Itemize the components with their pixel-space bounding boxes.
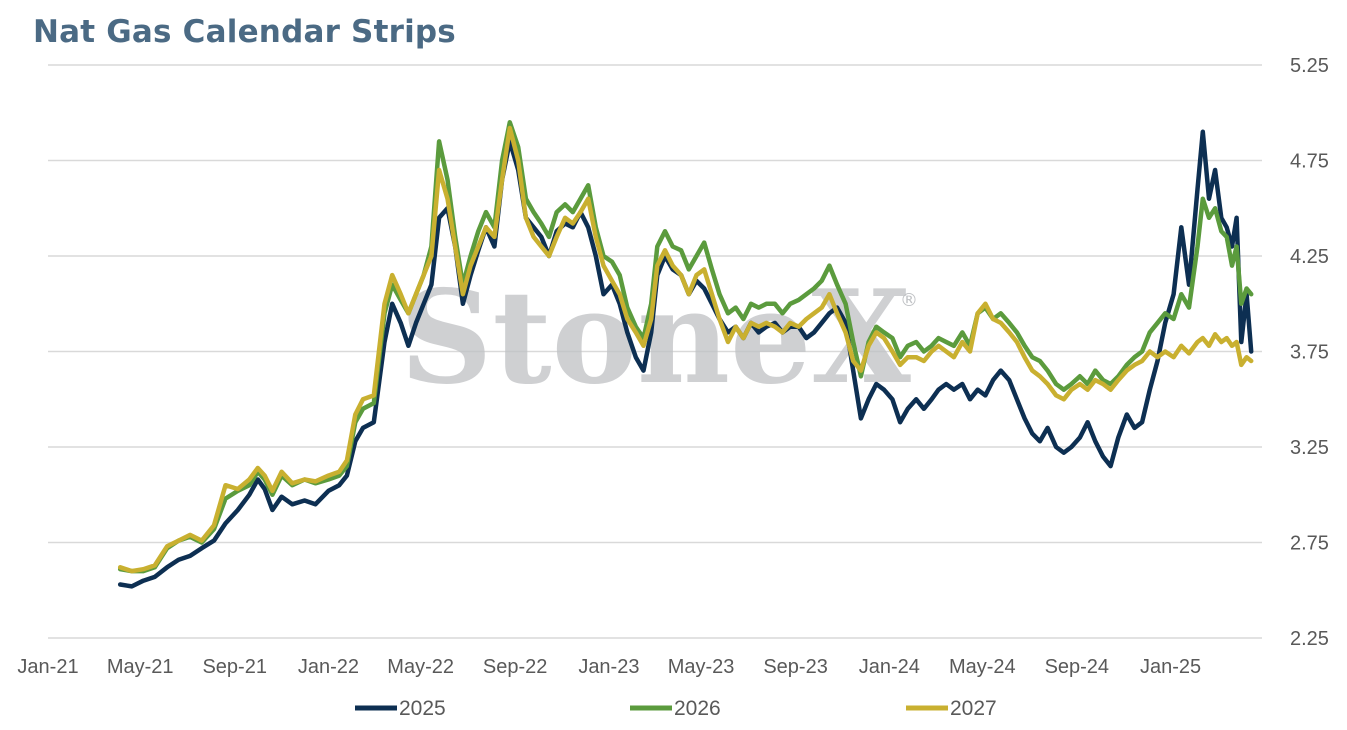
x-tick-label: Sep-23 xyxy=(763,656,828,678)
series-line-2026 xyxy=(117,120,1254,574)
gridlines xyxy=(48,64,1262,639)
legend-label-2025: 2025 xyxy=(399,697,446,720)
legend-label-2027: 2027 xyxy=(950,697,997,720)
x-tick-label: May-23 xyxy=(668,656,735,678)
series-lines xyxy=(117,120,1254,589)
x-tick-label: Jan-21 xyxy=(17,656,78,678)
y-tick-label: 2.25 xyxy=(1290,628,1329,650)
x-tick-label: Sep-21 xyxy=(202,656,267,678)
x-tick-label: Jan-25 xyxy=(1140,656,1201,678)
x-tick-label: May-24 xyxy=(949,656,1016,678)
x-tick-label: May-22 xyxy=(387,656,454,678)
series-line-2027 xyxy=(117,125,1254,574)
y-tick-label: 3.75 xyxy=(1290,342,1329,364)
x-tick-label: Jan-22 xyxy=(298,656,359,678)
y-tick-label: 4.25 xyxy=(1290,246,1329,268)
legend-label-2026: 2026 xyxy=(674,697,721,720)
y-tick-label: 4.75 xyxy=(1290,151,1329,173)
chart-title: Nat Gas Calendar Strips xyxy=(33,14,456,50)
y-tick-label: 3.25 xyxy=(1290,437,1329,459)
x-axis-ticks: Jan-21 May-21 Sep-21 Jan-22 May-22 Sep-22 Jan-… xyxy=(17,656,1201,678)
legend: 2025 2026 2027 xyxy=(355,697,997,720)
x-tick-label: Jan-23 xyxy=(578,656,639,678)
y-tick-label: 2.75 xyxy=(1290,533,1329,555)
x-tick-label: May-21 xyxy=(107,656,174,678)
y-tick-label: 5.25 xyxy=(1290,55,1329,77)
registered-mark: ® xyxy=(900,290,918,311)
y-axis-ticks: 2.25 2.75 3.25 3.75 4.25 4.75 5.25 xyxy=(1290,55,1329,650)
x-tick-label: Jan-24 xyxy=(859,656,920,678)
x-tick-label: Sep-24 xyxy=(1045,656,1110,678)
x-tick-label: Sep-22 xyxy=(483,656,548,678)
